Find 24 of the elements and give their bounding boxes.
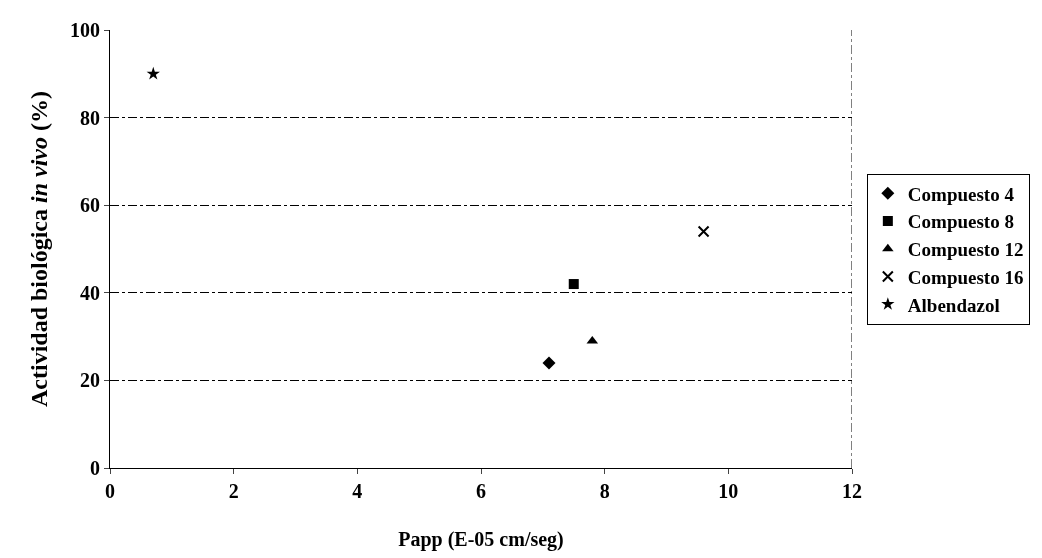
legend-label: Compuesto 4 [907,183,1015,205]
legend-label: Compuesto 8 [907,211,1014,233]
x-tick-label: 4 [352,480,363,502]
x-axis-title: Papp (E-05 cm/seg) [398,527,564,551]
x-tick-label: 8 [599,480,610,502]
point [146,66,160,80]
x-tick-label: 6 [476,480,486,502]
y-tick-label: 80 [80,106,100,129]
point [568,279,579,290]
point [697,225,710,238]
legend-label: Compuesto 16 [907,266,1024,288]
y-tick-label: 0 [90,457,100,479]
legend-label: Albendazol [907,294,1000,316]
y-tick-label: 100 [70,19,100,41]
legend-label: Compuesto 12 [907,239,1024,261]
y-tick-label: 40 [80,281,100,304]
y-axis-title: Actividad biológica in vivo (%) [26,91,53,407]
y-tick-label: 20 [80,369,100,392]
x-tick-label: 0 [105,480,115,502]
point [542,356,556,370]
x-tick-label: 2 [228,480,239,502]
x-tick-label: 10 [718,480,739,502]
x-tick-label: 12 [842,480,862,502]
y-tick-label: 60 [80,194,100,217]
